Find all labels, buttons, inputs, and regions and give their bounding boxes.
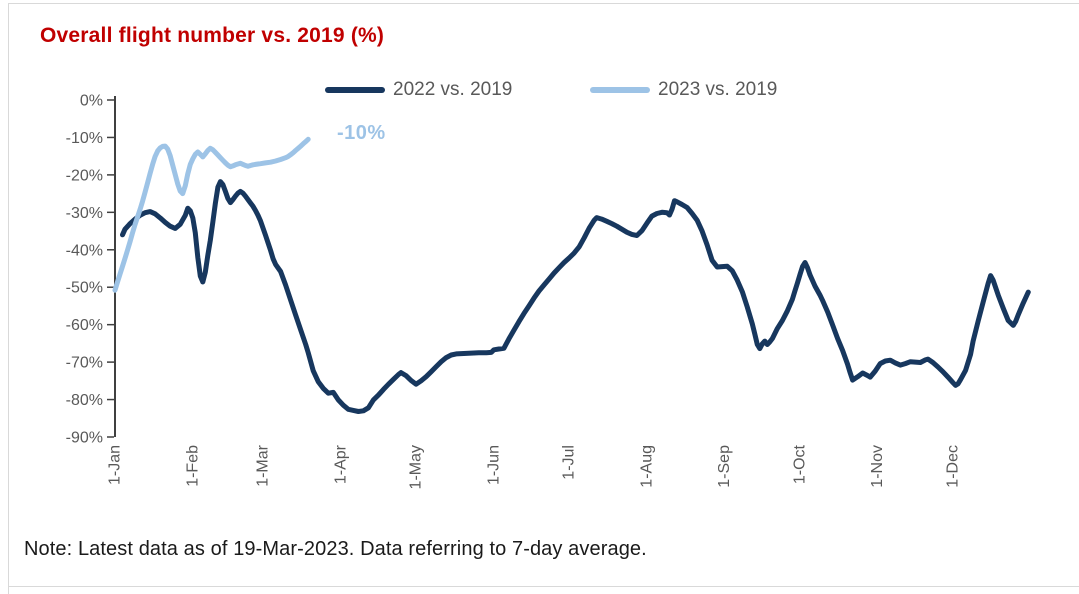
chart-title: Overall flight number vs. 2019 (%)	[40, 24, 385, 47]
svg-text:-90%: -90%	[66, 429, 103, 446]
svg-text:-70%: -70%	[66, 355, 103, 372]
svg-text:-40%: -40%	[66, 242, 103, 259]
legend-swatch-2023	[590, 87, 650, 93]
svg-text:0%: 0%	[80, 93, 103, 110]
svg-text:1-Apr: 1-Apr	[332, 444, 349, 484]
svg-text:1-Mar: 1-Mar	[255, 444, 272, 486]
legend-item-2022: 2022 vs. 2019	[325, 79, 512, 101]
svg-text:-30%: -30%	[66, 205, 103, 222]
svg-text:-20%: -20%	[66, 167, 103, 184]
latest-value-annotation: -10%	[337, 122, 386, 144]
svg-text:1-Jun: 1-Jun	[485, 445, 502, 485]
footnote: Note: Latest data as of 19-Mar-2023. Dat…	[24, 538, 647, 560]
svg-text:1-Jul: 1-Jul	[561, 445, 578, 480]
legend-item-2023: 2023 vs. 2019	[590, 79, 777, 101]
svg-text:1-Aug: 1-Aug	[638, 445, 655, 488]
panel-border-top	[8, 3, 1079, 4]
svg-text:1-Jan: 1-Jan	[107, 445, 124, 485]
svg-text:1-May: 1-May	[408, 445, 425, 489]
legend-label-2023: 2023 vs. 2019	[658, 79, 778, 100]
legend-swatch-2022	[325, 87, 385, 93]
svg-text:1-Feb: 1-Feb	[184, 445, 201, 487]
svg-text:-50%: -50%	[66, 280, 103, 297]
svg-text:1-Nov: 1-Nov	[869, 445, 886, 488]
svg-text:1-Oct: 1-Oct	[791, 444, 808, 484]
svg-text:1-Sep: 1-Sep	[716, 445, 733, 488]
svg-text:1-Dec: 1-Dec	[945, 445, 962, 488]
svg-text:-80%: -80%	[66, 392, 103, 409]
legend-label-2022: 2022 vs. 2019	[393, 79, 513, 100]
svg-text:-60%: -60%	[66, 317, 103, 334]
panel-border-left	[8, 3, 9, 594]
svg-text:-10%: -10%	[66, 130, 103, 147]
panel-border-bottom	[8, 586, 1079, 587]
